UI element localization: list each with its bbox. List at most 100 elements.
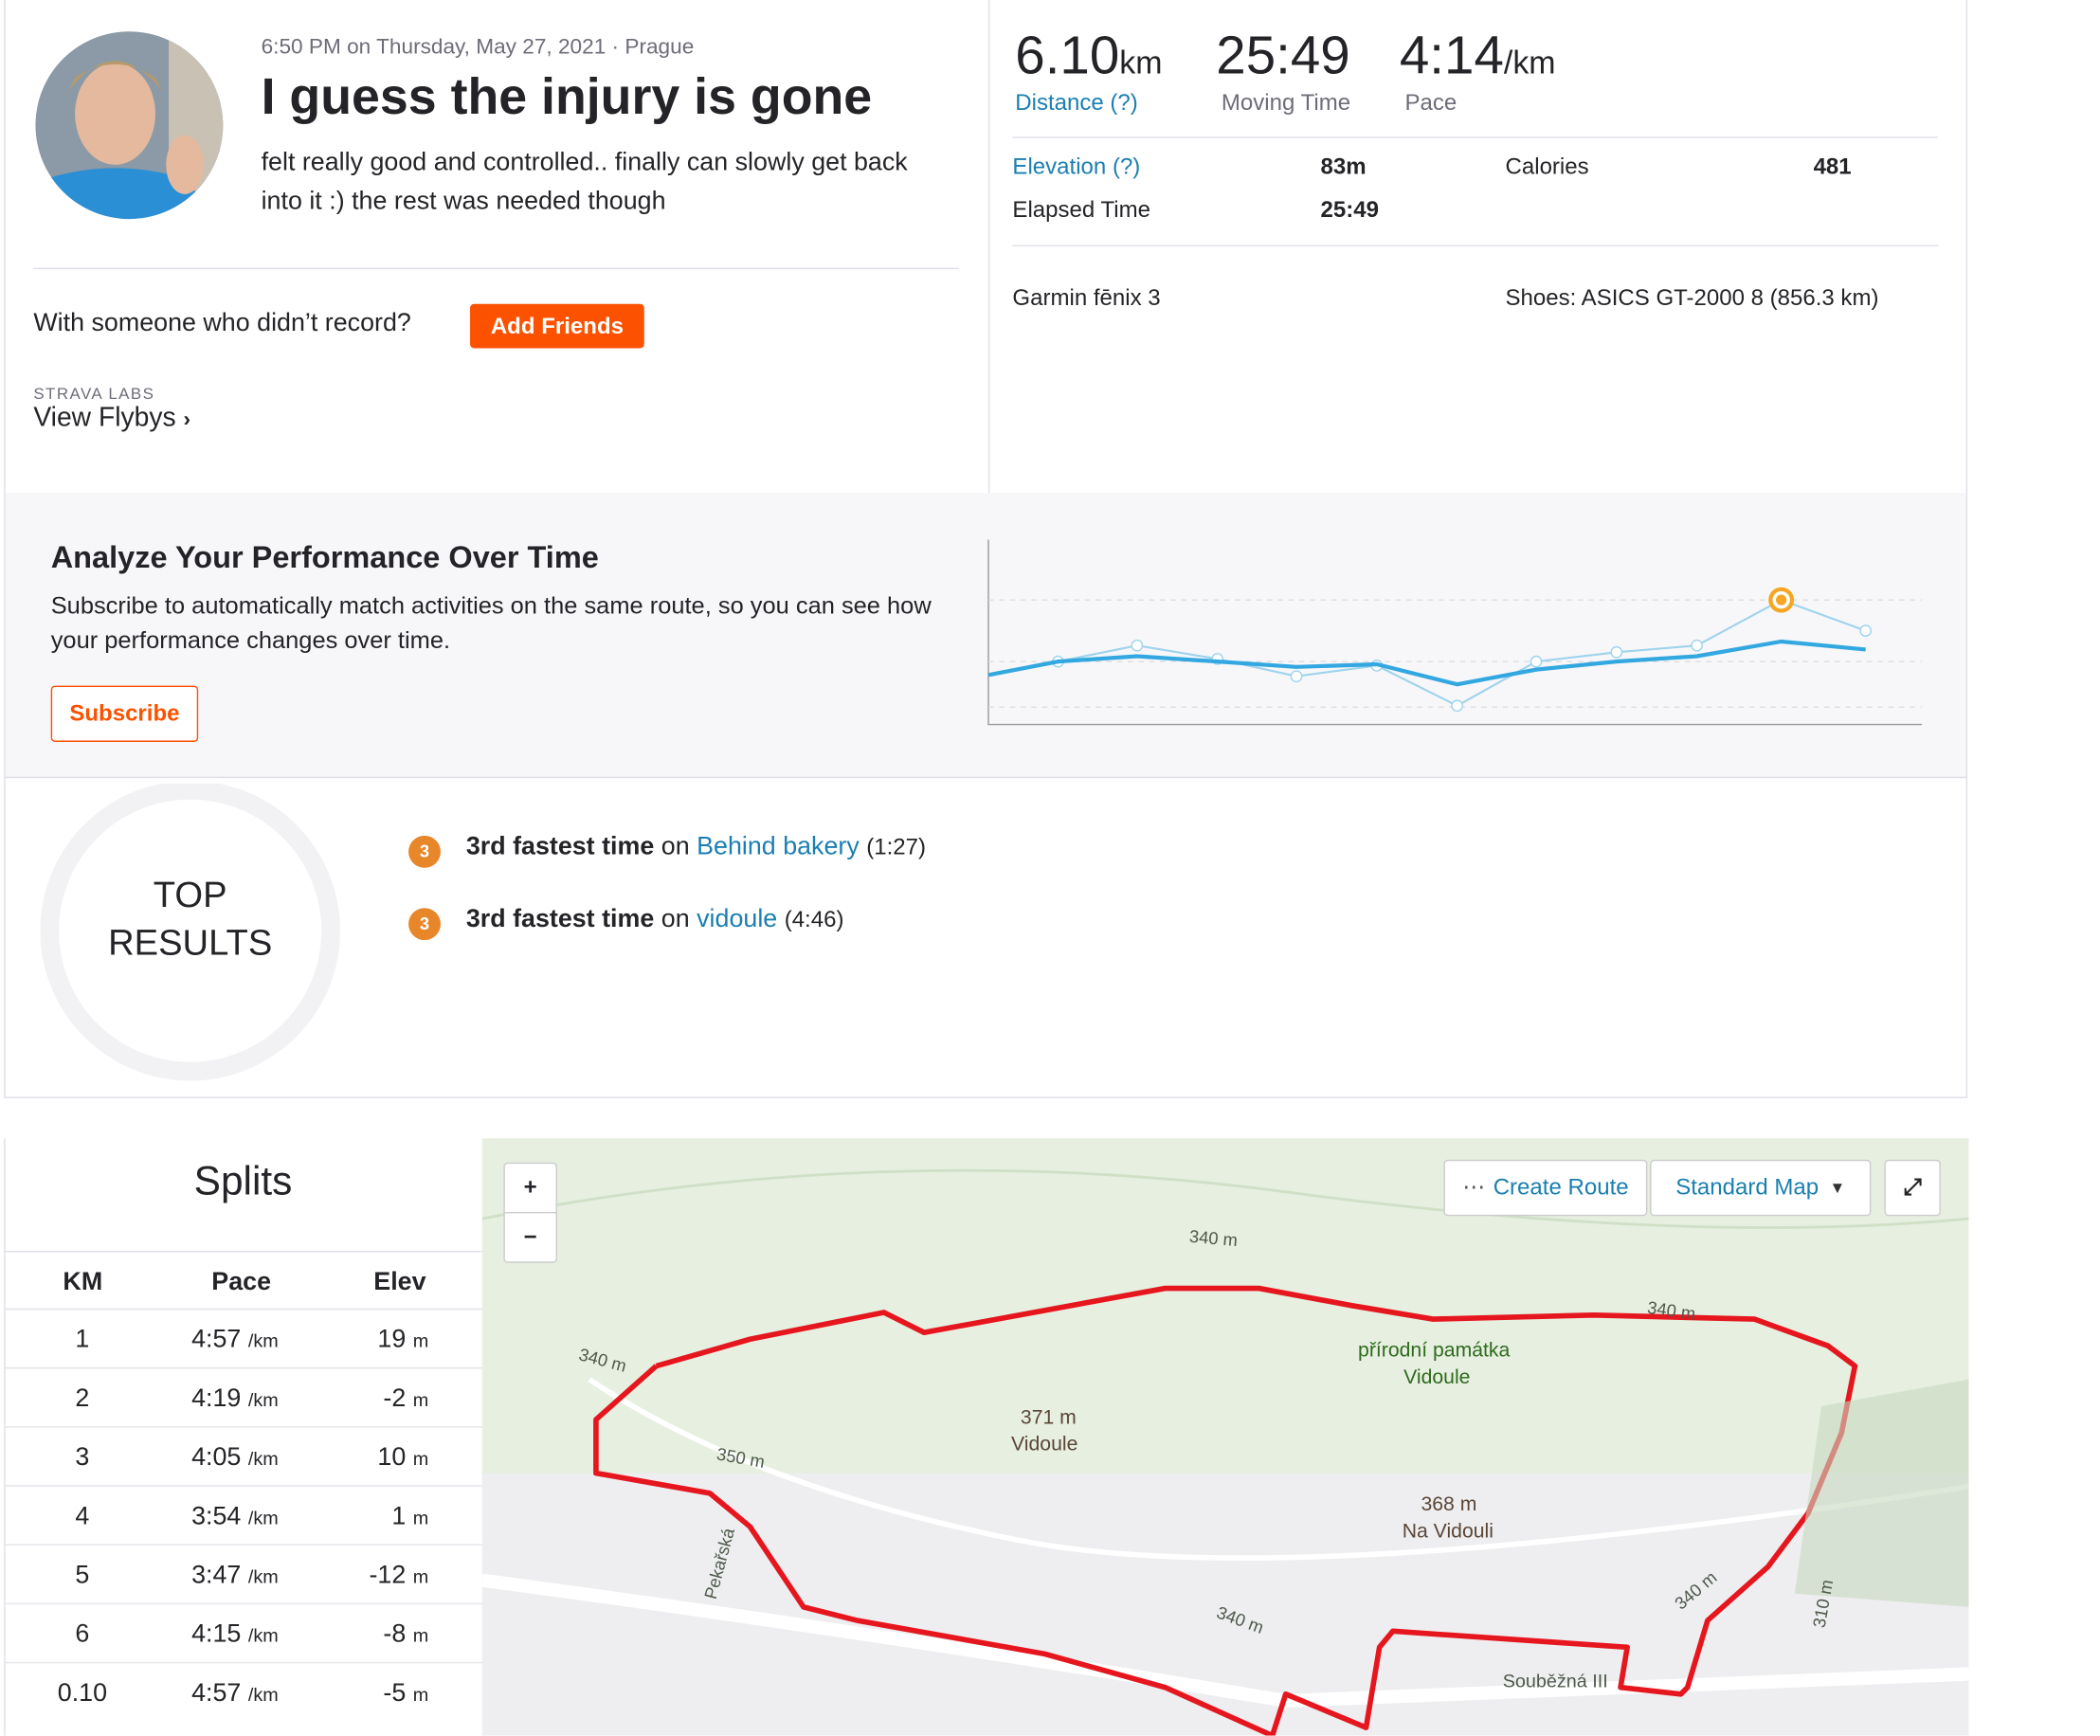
activity-title: I guess the injury is gone (261, 69, 873, 126)
flybys-link[interactable]: View Flybys › (33, 403, 190, 433)
km: 0.10 (57, 1679, 108, 1708)
value: 25:49 (1216, 27, 1350, 86)
column-header: Pace (211, 1268, 272, 1297)
value: 6.10 (1015, 27, 1120, 86)
elev-unit: m (412, 1565, 429, 1587)
friends-prompt: With someone who didn’t record? (33, 309, 411, 338)
analyze-text: Subscribe to automatically match activit… (50, 591, 932, 654)
pace: 4:57 /km (191, 1326, 279, 1355)
stat-label: Moving Time (1221, 89, 1351, 116)
labs-label: STRAVA LABS (33, 384, 155, 404)
on: on (661, 905, 690, 934)
elev-unit: m (412, 1329, 429, 1351)
separator (33, 267, 959, 270)
pace: 3:54 /km (191, 1503, 279, 1532)
pace: 4:05 /km (191, 1444, 279, 1474)
segment-link[interactable]: Behind bakery (697, 833, 860, 861)
pace: 4:15 /km (191, 1620, 279, 1650)
pace-value: 3:47 (191, 1561, 242, 1590)
km: 1 (75, 1326, 90, 1354)
datetime: 6:50 PM on Thursday, May 27, 2021 · Prag… (261, 36, 695, 60)
stat-value: 4:14/km (1400, 27, 1556, 87)
pace-value: 3:54 (191, 1502, 242, 1531)
zoom-out[interactable]: − (503, 1212, 557, 1263)
splits-panel (4, 1138, 483, 1736)
map-label: 340 m (1188, 1225, 1239, 1251)
pace: 3:47 /km (191, 1562, 279, 1591)
stat-value: 481 (1813, 154, 1852, 180)
column-header: Elev (373, 1268, 426, 1297)
elev-value: -2 (383, 1384, 407, 1413)
unit: /km (1503, 45, 1556, 82)
analyze-band (5, 493, 1966, 779)
stat-label[interactable]: Distance (?) (1015, 89, 1138, 116)
map-label: Na Vidouli (1402, 1520, 1494, 1544)
stat-value: 25:49 (1216, 27, 1349, 87)
medal: 3 (408, 835, 441, 868)
pace-value: 4:57 (191, 1326, 242, 1354)
stat-value: 83m (1320, 154, 1367, 180)
stat-label: Pace (1404, 89, 1457, 116)
title-line: RESULTS (108, 922, 273, 964)
stat-value: 25:49 (1320, 196, 1379, 223)
separator (1012, 136, 1939, 138)
pace-value: 4:57 (191, 1679, 242, 1708)
fullscreen[interactable]: ⤢ (1884, 1159, 1941, 1217)
sample-chart (987, 539, 1923, 726)
elev-value: 19 (377, 1326, 407, 1354)
split-row: 5 3:47 /km -12 m (4, 1544, 482, 1605)
km: 2 (75, 1384, 90, 1413)
pace-unit: /km (247, 1506, 279, 1528)
splits-header: KM Pace Elev (4, 1250, 482, 1311)
elev-unit: m (412, 1388, 429, 1411)
map-label: Vidoule (1403, 1365, 1471, 1389)
stat-label: Elapsed Time (1012, 196, 1150, 223)
description: felt really good and controlled.. finall… (261, 148, 908, 216)
pace-unit: /km (247, 1624, 279, 1646)
map-label: Vidoule (1011, 1433, 1078, 1456)
elev: -2 m (383, 1384, 428, 1414)
create-route[interactable]: ⋯ Create Route (1443, 1159, 1648, 1217)
zoom-in[interactable]: + (503, 1162, 557, 1214)
split-row: 0.10 4:57 /km -5 m (4, 1661, 482, 1723)
subscribe-button[interactable]: Subscribe (50, 685, 199, 742)
splits-title: Splits (193, 1159, 293, 1204)
pace: 4:19 /km (191, 1384, 279, 1414)
km: 5 (75, 1561, 90, 1590)
elev-value: 1 (391, 1502, 407, 1531)
time: (1:27) (866, 834, 927, 860)
elev-value: -8 (383, 1620, 407, 1649)
map-label: 368 m (1421, 1492, 1477, 1516)
km: 3 (75, 1443, 90, 1473)
unit: km (1119, 45, 1163, 82)
time: (4:46) (784, 906, 844, 932)
map[interactable]: 340 m 340 m 340 m 350 m 371 m Vidoule př… (481, 1138, 1969, 1736)
elev-unit: m (412, 1506, 429, 1528)
map-type[interactable]: Standard Map ▼ (1650, 1159, 1872, 1217)
elev-unit: m (412, 1447, 429, 1470)
rank: 3rd fastest time (465, 905, 655, 934)
add-friends-button[interactable]: Add Friends (470, 303, 644, 349)
elev: 10 m (377, 1444, 428, 1474)
km: 6 (75, 1620, 90, 1649)
split-row: 4 3:54 /km 1 m (4, 1485, 482, 1546)
device: Garmin fēnix 3 (1012, 285, 1161, 311)
separator (1012, 244, 1939, 247)
elev: -5 m (383, 1679, 428, 1709)
elev: 1 m (391, 1503, 428, 1532)
pace-value: 4:05 (191, 1443, 242, 1473)
laurel (40, 783, 340, 1081)
medal: 3 (408, 908, 441, 941)
segment-link[interactable]: vidoule (697, 905, 778, 934)
pace-unit: /km (247, 1388, 279, 1411)
pace-unit: /km (247, 1683, 279, 1706)
stat-value: 6.10km (1015, 27, 1162, 87)
elev: -8 m (383, 1620, 428, 1650)
map-drawing (481, 1168, 1969, 1736)
map-label: přírodní památka (1358, 1339, 1511, 1363)
map-label: 371 m (1020, 1405, 1077, 1429)
create-route-text: Create Route (1493, 1174, 1629, 1201)
map-label: Souběžná III (1502, 1670, 1608, 1691)
split-row: 2 4:19 /km -2 m (4, 1366, 482, 1428)
analyze-title: Analyze Your Performance Over Time (50, 539, 599, 575)
